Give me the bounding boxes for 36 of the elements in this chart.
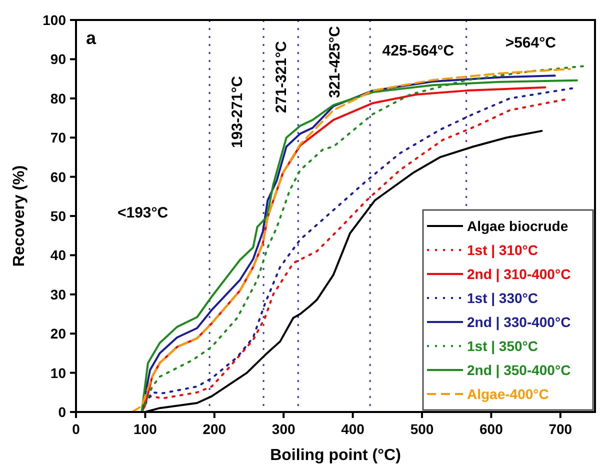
- y-tick-label: 40: [50, 247, 66, 264]
- x-tick-label: 0: [72, 421, 80, 437]
- legend-label: Algae-400°C: [467, 386, 549, 402]
- annotation: a: [86, 28, 97, 48]
- x-tick-label: 600: [480, 421, 504, 437]
- legend-label: 1st | 350°C: [467, 338, 538, 355]
- legend-label: 1st | 330°C: [467, 290, 538, 307]
- x-tick-label: 200: [202, 421, 226, 437]
- x-tick-label: 500: [410, 421, 434, 437]
- y-tick-label: 0: [58, 404, 66, 420]
- y-tick-label: 30: [50, 286, 66, 302]
- y-tick-label: 20: [50, 326, 66, 342]
- annotation: <193°C: [117, 204, 168, 222]
- annotation: 271-321°C: [273, 40, 290, 113]
- legend-label: 2nd | 310-400°C: [467, 266, 571, 283]
- annotation: 425-564°C: [382, 42, 454, 60]
- x-axis-title: Boiling point (°C): [270, 447, 401, 464]
- x-tick-label: 100: [134, 421, 158, 437]
- y-tick-label: 100: [42, 12, 66, 28]
- annotation: 321-425°C: [326, 26, 344, 98]
- y-tick-label: 90: [50, 51, 66, 68]
- legend-label: Algae biocrude: [467, 218, 568, 234]
- legend-label: 2nd | 330-400°C: [467, 314, 571, 331]
- x-tick-label: 400: [341, 421, 365, 437]
- annotation: 193-271°C: [228, 76, 246, 148]
- y-tick-label: 80: [50, 90, 66, 106]
- annotation: >564°C: [505, 34, 556, 52]
- y-axis-title: Recovery (%): [11, 165, 28, 267]
- y-tick-label: 60: [50, 168, 66, 185]
- y-tick-label: 10: [50, 364, 66, 381]
- x-tick-label: 300: [272, 421, 296, 437]
- x-tick-label: 700: [548, 421, 572, 437]
- legend-label: 1st | 310°C: [467, 242, 538, 259]
- y-tick-label: 70: [50, 130, 66, 146]
- legend-label: 2nd | 350-400°C: [467, 362, 571, 379]
- y-tick-label: 50: [50, 208, 66, 224]
